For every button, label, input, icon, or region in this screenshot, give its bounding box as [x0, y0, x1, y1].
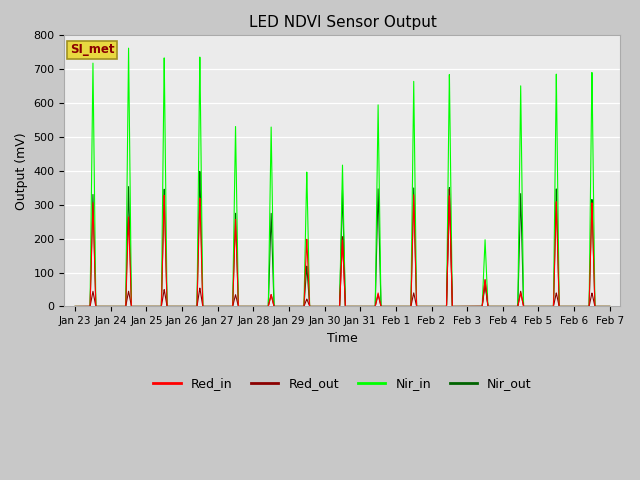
Title: LED NDVI Sensor Output: LED NDVI Sensor Output — [248, 15, 436, 30]
Y-axis label: Output (mV): Output (mV) — [15, 132, 28, 210]
Legend: Red_in, Red_out, Nir_in, Nir_out: Red_in, Red_out, Nir_in, Nir_out — [148, 372, 537, 396]
X-axis label: Time: Time — [327, 332, 358, 345]
Text: SI_met: SI_met — [70, 44, 115, 57]
